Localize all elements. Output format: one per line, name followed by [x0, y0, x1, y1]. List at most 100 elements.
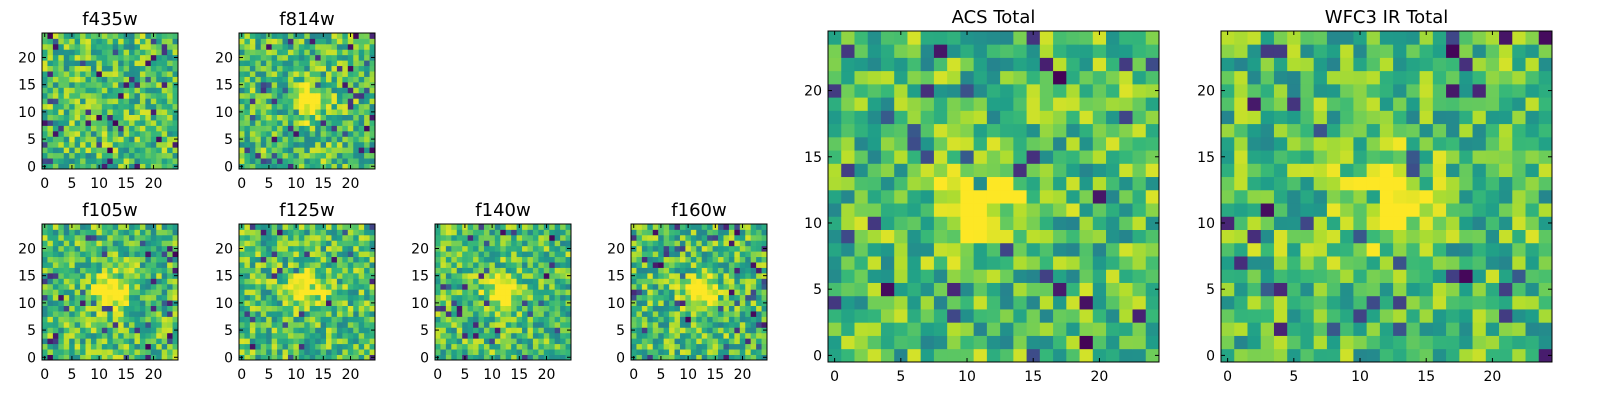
heatmap-cell [560, 349, 566, 355]
heatmap-cell [139, 141, 146, 148]
heatmap-cell [298, 120, 305, 126]
heatmap-cell [277, 120, 283, 126]
heatmap-cell [1053, 83, 1067, 98]
heatmap-cell [304, 267, 311, 274]
heatmap-cell [756, 278, 762, 285]
heatmap-cell [1132, 123, 1147, 138]
heatmap-cell [47, 43, 54, 50]
heatmap-cell [52, 343, 59, 350]
heatmap-cell [342, 136, 349, 143]
heatmap-cell [554, 338, 561, 345]
heatmap-cell [543, 343, 550, 350]
heatmap-cell [161, 98, 168, 105]
heatmap-cell [986, 203, 1001, 217]
heatmap-cell [309, 152, 316, 159]
heatmap-cell [933, 83, 948, 98]
heatmap-cell [631, 311, 637, 317]
heatmap-cell [255, 60, 262, 67]
heatmap-cell [161, 224, 168, 230]
heatmap-cell [1145, 322, 1160, 336]
heatmap-cell [538, 262, 545, 268]
heatmap-cell [473, 278, 479, 285]
heatmap-cell [880, 282, 895, 297]
heatmap-cell [894, 83, 908, 98]
heatmap-cell [527, 283, 534, 290]
heatmap-cell [728, 343, 735, 350]
heatmap-cell [309, 321, 316, 328]
heatmap-cell [739, 338, 746, 345]
heatmap-cell [277, 245, 283, 252]
heatmap-cell [435, 305, 441, 312]
heatmap-cell [90, 294, 97, 301]
heatmap-cell [933, 189, 948, 204]
heatmap-cell [728, 349, 735, 355]
heatmap-cell [118, 33, 124, 39]
heatmap-cell [445, 327, 452, 334]
heatmap-cell [47, 272, 54, 279]
heatmap-cell [304, 349, 311, 355]
heatmap-cell [47, 114, 54, 121]
heatmap-cell [358, 283, 365, 290]
heatmap-cell [271, 103, 278, 110]
heatmap-cell [685, 256, 692, 263]
heatmap-cell [920, 57, 935, 72]
heatmap-cell [1366, 335, 1381, 350]
heatmap-cell [1366, 229, 1381, 244]
heatmap-cell [1039, 31, 1054, 45]
heatmap-cell [80, 109, 86, 115]
heatmap-cell [920, 110, 935, 125]
heatmap-cell [58, 234, 65, 241]
heatmap-cell [674, 262, 681, 268]
heatmap-cell [293, 349, 300, 355]
heatmap-cell [90, 316, 97, 323]
x-tick-label: 5 [264, 176, 273, 192]
heatmap-cell [1119, 189, 1133, 204]
x-tick-label: 10 [958, 369, 976, 385]
heatmap-cell [134, 300, 141, 306]
heatmap-cell [1485, 282, 1500, 297]
heatmap-cell [723, 311, 730, 317]
heatmap-cell [96, 130, 103, 137]
heatmap-cell [1499, 203, 1513, 217]
heatmap-cell [701, 245, 708, 252]
heatmap-cell [112, 114, 119, 121]
heatmap-cell [74, 114, 81, 121]
heatmap-cell [101, 71, 108, 77]
heatmap-cell [511, 262, 517, 268]
heatmap-cell [1132, 136, 1147, 151]
heatmap-cell [1313, 348, 1328, 363]
heatmap-cell [718, 289, 724, 296]
heatmap-cell [522, 224, 528, 230]
heatmap-cell [1132, 242, 1147, 257]
heatmap-cell [445, 224, 452, 230]
heatmap-cell [1079, 123, 1094, 138]
heatmap-cell [933, 44, 948, 58]
heatmap-cell [631, 349, 637, 355]
heatmap-cell [282, 332, 289, 339]
heatmap-cell [718, 245, 724, 252]
heatmap-cell [129, 321, 135, 328]
heatmap-cell [260, 327, 267, 334]
heatmap-cell [244, 71, 251, 77]
heatmap-cell [841, 31, 855, 45]
heatmap-cell [63, 332, 70, 339]
heatmap-cell [101, 316, 108, 323]
heatmap-cell [112, 294, 119, 301]
heatmap-cell [271, 33, 278, 39]
heatmap-cell [723, 305, 730, 312]
heatmap-cell [63, 283, 70, 290]
heatmap-cell [161, 272, 168, 279]
heatmap-cell [358, 332, 365, 339]
heatmap-cell [554, 332, 561, 339]
heatmap-cell [1313, 163, 1328, 178]
heatmap-cell [652, 267, 659, 274]
heatmap-cell [1119, 229, 1133, 244]
heatmap-cell [101, 278, 108, 285]
heatmap-cell [494, 294, 501, 301]
heatmap-cell [1132, 216, 1147, 230]
heatmap-cell [636, 240, 643, 247]
heatmap-cell [828, 123, 842, 138]
heatmap-cell [986, 57, 1001, 72]
heatmap-cell [298, 321, 305, 328]
heatmap-cell [293, 245, 300, 252]
